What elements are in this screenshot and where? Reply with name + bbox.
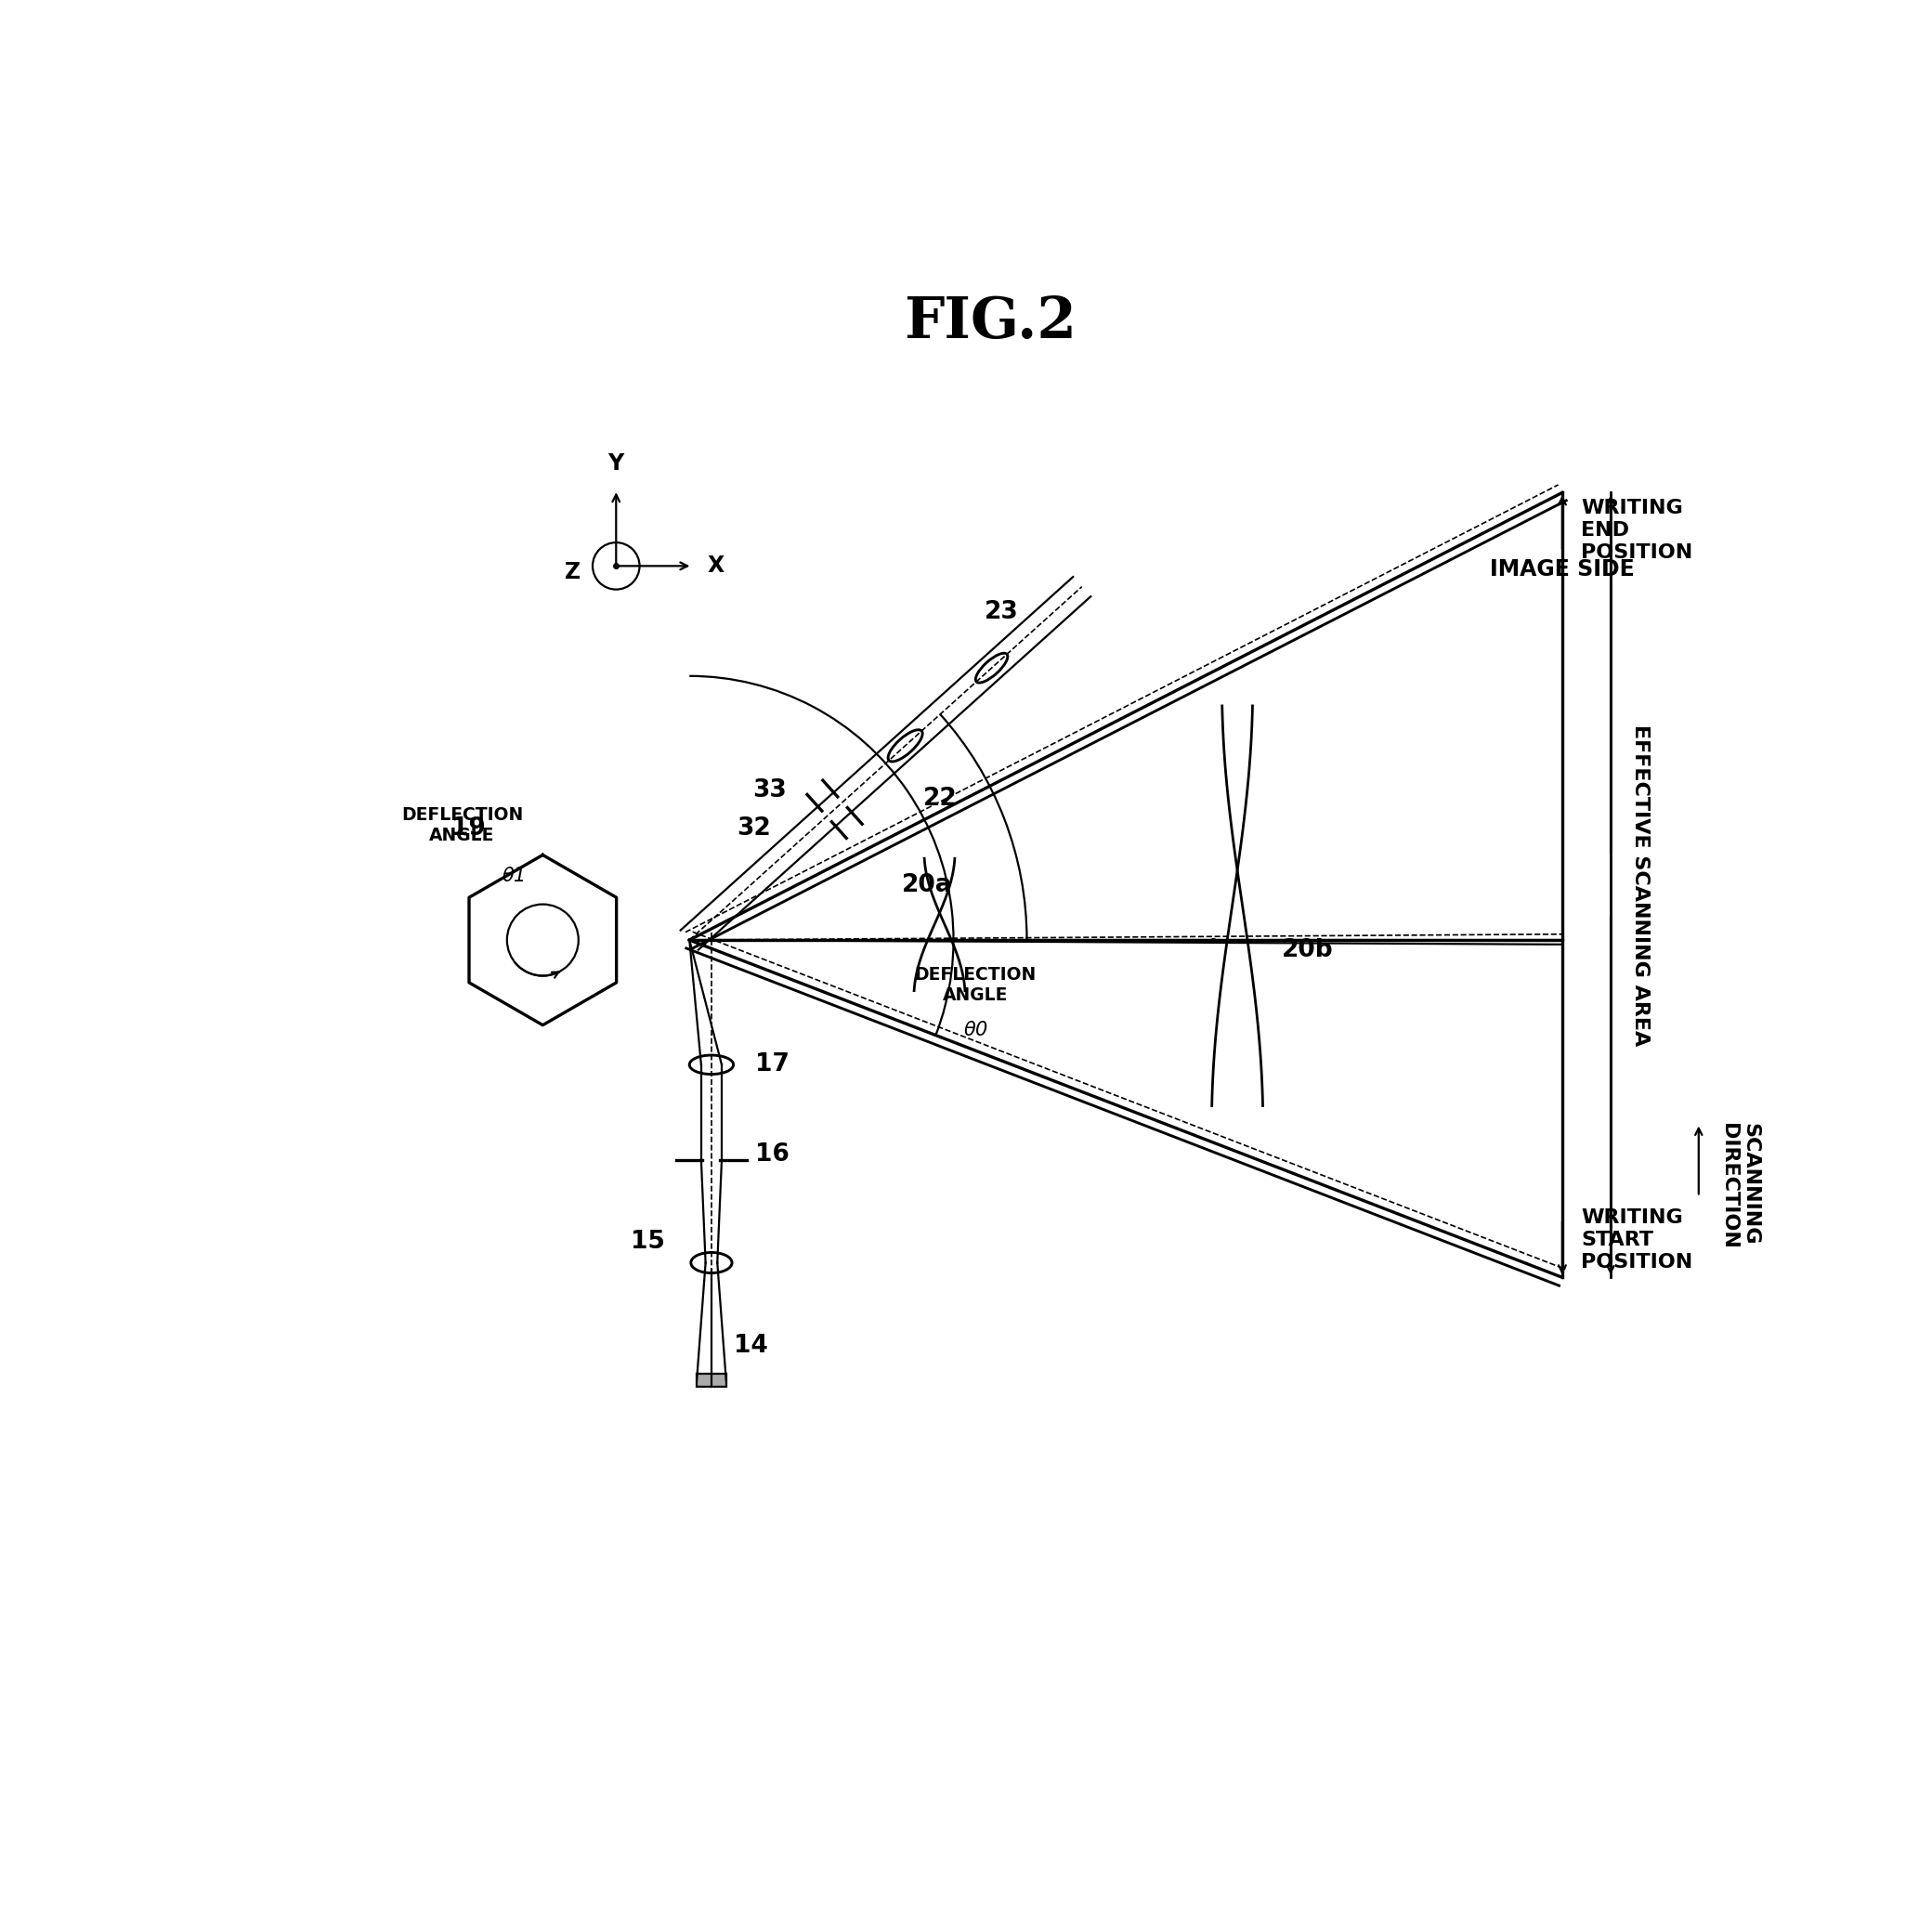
Text: 22: 22 [923, 787, 956, 812]
Text: 14: 14 [734, 1333, 767, 1358]
Text: 20a: 20a [902, 872, 952, 897]
Text: 23: 23 [983, 600, 1018, 625]
Text: DEFLECTION
ANGLE: DEFLECTION ANGLE [914, 966, 1036, 1004]
Text: 32: 32 [736, 815, 771, 840]
Text: EFFECTIVE SCANNING AREA: EFFECTIVE SCANNING AREA [1631, 724, 1650, 1046]
Text: 19: 19 [452, 815, 487, 840]
Text: 33: 33 [753, 779, 786, 802]
Text: FIG.2: FIG.2 [904, 295, 1076, 351]
Text: 20b: 20b [1283, 937, 1333, 962]
Text: 17: 17 [755, 1053, 790, 1076]
Text: 15: 15 [630, 1231, 665, 1253]
Text: Y: Y [609, 453, 624, 474]
Text: DEFLECTION
ANGLE: DEFLECTION ANGLE [402, 806, 524, 844]
Bar [697, 1374, 726, 1387]
Text: IMAGE SIDE: IMAGE SIDE [1490, 558, 1634, 581]
Text: WRITING
START
POSITION: WRITING START POSITION [1580, 1208, 1692, 1271]
Text: $\theta$0: $\theta$0 [962, 1021, 987, 1040]
Text: WRITING
END
POSITION: WRITING END POSITION [1580, 499, 1692, 562]
Text: 16: 16 [755, 1143, 790, 1166]
Text: $\theta$1: $\theta$1 [502, 867, 526, 886]
Text: SCANNING
DIRECTION: SCANNING DIRECTION [1719, 1124, 1760, 1250]
Text: X: X [707, 554, 724, 577]
Text: Z: Z [564, 560, 582, 583]
